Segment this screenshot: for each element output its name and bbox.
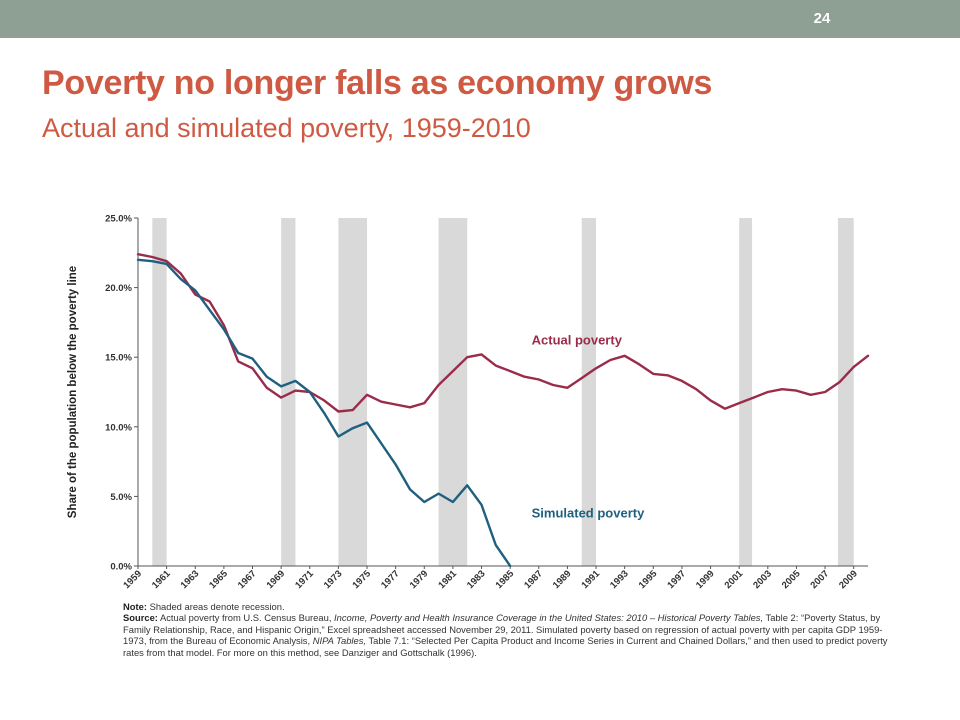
x-tick-label: 1961 xyxy=(150,568,173,591)
source-line: Source: Actual poverty from U.S. Census … xyxy=(123,612,888,658)
y-tick-label: 20.0% xyxy=(105,283,132,294)
recession-band xyxy=(438,218,468,566)
x-tick-label: 1975 xyxy=(350,568,373,591)
x-tick-label: 1963 xyxy=(179,568,202,591)
x-tick-label: 2007 xyxy=(808,568,831,591)
recession-band xyxy=(837,218,854,566)
recession-band xyxy=(281,218,296,566)
recession-band xyxy=(338,218,368,566)
x-tick-label: 1987 xyxy=(522,568,545,591)
series-line-actual-poverty xyxy=(136,253,870,413)
x-tick-label: 1981 xyxy=(436,568,459,591)
y-tick-label: 15.0% xyxy=(105,353,132,364)
series-line-simulated-poverty xyxy=(136,258,512,568)
x-tick-label: 1979 xyxy=(408,568,431,591)
x-tick-label: 1997 xyxy=(665,568,688,591)
series-annotations: Actual poverty Simulated poverty xyxy=(532,333,645,521)
chart-axes xyxy=(134,217,868,569)
annotation-actual-poverty: Actual poverty xyxy=(532,333,623,348)
note-line: Note: Shaded areas denote recession. xyxy=(123,601,285,612)
x-tick-label: 2009 xyxy=(837,568,860,591)
x-tick-label: 1977 xyxy=(379,568,402,591)
y-tick-label: 25.0% xyxy=(105,214,132,225)
x-tick-label: 1971 xyxy=(293,568,316,591)
recession-band xyxy=(152,218,167,566)
x-tick-label: 1999 xyxy=(694,568,717,591)
x-tick-label: 1989 xyxy=(551,568,574,591)
slide-title: Poverty no longer falls as economy grows xyxy=(42,64,713,102)
y-tick-label: 0.0% xyxy=(110,562,132,573)
x-tick-label: 1965 xyxy=(207,568,230,591)
y-tick-labels: 0.0% 5.0% 10.0% 15.0% 20.0% 25.0% xyxy=(105,214,132,573)
annotation-simulated-poverty: Simulated poverty xyxy=(532,505,645,520)
chart-notes: Note: Shaded areas denote recession. Sou… xyxy=(123,601,893,658)
x-tick-label: 1993 xyxy=(608,568,631,591)
slide-subtitle: Actual and simulated poverty, 1959-2010 xyxy=(42,113,531,143)
x-tick-label: 1969 xyxy=(265,568,288,591)
x-tick-label: 2001 xyxy=(723,568,746,591)
x-tick-label: 2003 xyxy=(751,568,774,591)
x-tick-label: 1995 xyxy=(637,568,660,591)
y-tick-label: 5.0% xyxy=(110,492,132,503)
data-series xyxy=(136,253,870,568)
x-tick-label: 1973 xyxy=(322,568,345,591)
recession-bands xyxy=(152,218,854,566)
recession-band xyxy=(739,218,753,566)
x-tick-label: 1985 xyxy=(494,568,517,591)
recession-band xyxy=(581,218,597,566)
x-tick-label: 1991 xyxy=(579,568,602,591)
slide-number: 24 xyxy=(813,10,831,27)
x-tick-label: 2005 xyxy=(780,568,803,591)
top-bar: 24 xyxy=(0,0,960,38)
x-tick-label: 1983 xyxy=(465,568,488,591)
x-tick-labels: 1959 1961 1963 1965 1967 1969 1971 1973 1975 1977… xyxy=(121,568,859,591)
poverty-line-chart: 0.0%5.0%10.0%15.0%20.0%25.0% 1959 1961 196… xyxy=(67,214,870,591)
y-axis-label: Share of the population below the povert… xyxy=(67,266,79,518)
x-tick-label: 1967 xyxy=(236,568,259,591)
y-tick-label: 10.0% xyxy=(105,422,132,433)
